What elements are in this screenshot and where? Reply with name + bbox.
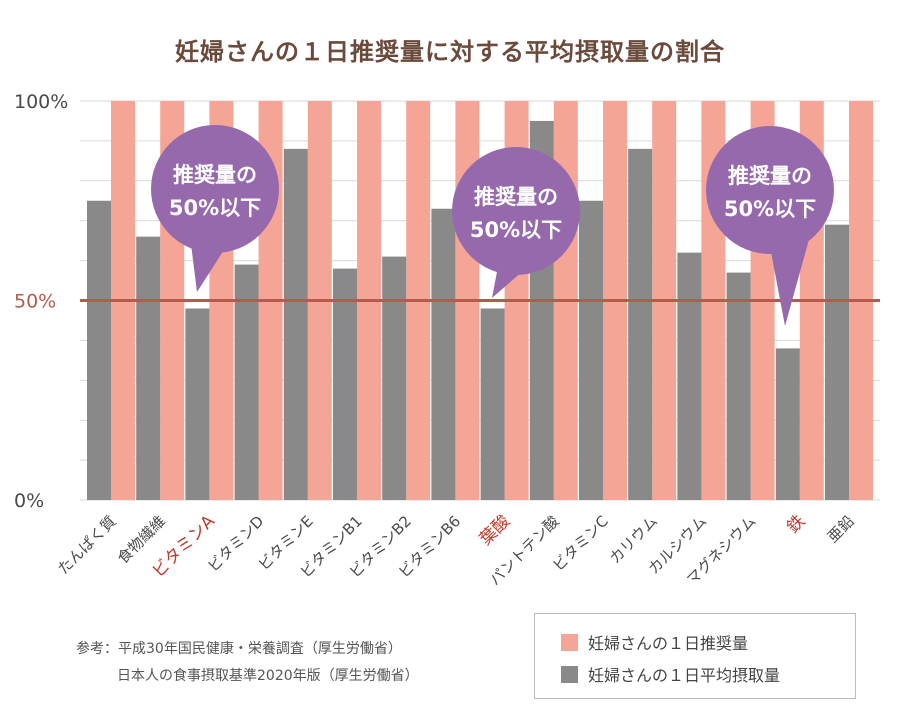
callout-tail: [768, 236, 810, 326]
bar-intake: [677, 252, 702, 500]
bar-intake: [628, 148, 653, 500]
bar-intake: [480, 308, 505, 500]
legend-label-recommended: 妊婦さんの１日推奨量: [588, 634, 749, 653]
legend-swatch-intake: [561, 665, 578, 683]
y-tick-label: 0%: [14, 490, 44, 512]
callout-bubble: 推奨量の 50%以下: [452, 147, 580, 298]
bar-intake: [431, 208, 456, 501]
bar-intake: [87, 200, 111, 500]
legend-item-recommended: 妊婦さんの１日推奨量: [561, 630, 748, 654]
bar-intake: [775, 348, 800, 500]
category-label: 鉄: [783, 511, 809, 537]
source-note-2: 日本人の食事摂取基準2020年版（厚生労働省）: [117, 668, 419, 684]
bar-intake: [333, 268, 357, 500]
legend: 妊婦さんの１日推奨量 妊婦さんの１日平均摂取量: [534, 613, 856, 699]
callout-text: 50%以下: [169, 196, 261, 220]
bar-intake: [185, 308, 210, 500]
legend-item-intake: 妊婦さんの１日平均摂取量: [561, 662, 780, 686]
bar-intake: [234, 264, 259, 500]
bar-intake: [382, 256, 407, 500]
bar-intake: [726, 272, 751, 500]
bar-intake: [136, 236, 161, 500]
callout-text: 50%以下: [470, 218, 562, 242]
callout-text: 推奨量の: [173, 163, 257, 187]
bar-intake: [283, 148, 308, 500]
category-label: 亜鉛: [824, 512, 858, 546]
callout-bubble: 推奨量の 50%以下: [706, 126, 834, 326]
category-label: 葉酸: [476, 511, 514, 549]
bar-chart: 100%50%0%たんぱく質食物繊維ビタミンAビタミンDビタミンEビタミンB1ビ…: [14, 91, 880, 589]
y-tick-label: 100%: [14, 91, 68, 113]
source-note-1: 参考：平成30年国民健康・栄養調査（厚生労働省）: [76, 641, 402, 657]
callout-circle: [452, 147, 580, 275]
callout-text: 推奨量の: [728, 164, 812, 188]
callout-circle: [151, 125, 279, 253]
legend-label-intake: 妊婦さんの１日平均摂取量: [588, 666, 781, 685]
callout-circle: [706, 126, 834, 254]
bar-intake: [579, 200, 603, 500]
callout-bubble: 推奨量の 50%以下: [151, 125, 279, 292]
bar-intake: [825, 224, 849, 500]
chart-title: 妊婦さんの１日推奨量に対する平均摂取量の割合: [175, 38, 725, 66]
source-notes: 参考：平成30年国民健康・栄養調査（厚生労働省） 日本人の食事摂取基準2020年…: [76, 636, 419, 690]
callout-text: 推奨量の: [474, 185, 558, 209]
y-tick-label: 50%: [14, 291, 56, 313]
callout-text: 50%以下: [724, 197, 816, 221]
category-label: たんぱく質: [54, 512, 120, 578]
legend-swatch-recommended: [561, 633, 578, 651]
